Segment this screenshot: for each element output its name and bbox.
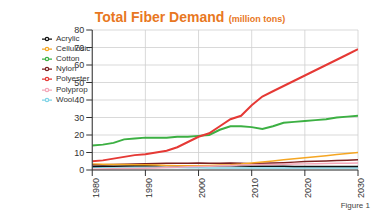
svg-text:20: 20 [74,130,84,140]
svg-text:50: 50 [74,78,84,88]
svg-text:2030: 2030 [356,178,366,198]
svg-text:1980: 1980 [91,178,101,198]
svg-text:40: 40 [74,95,84,105]
svg-text:2020: 2020 [303,178,313,198]
svg-text:1990: 1990 [144,178,154,198]
svg-text:30: 30 [74,113,84,123]
svg-text:2000: 2000 [197,178,207,198]
svg-text:10: 10 [74,148,84,158]
svg-text:2010: 2010 [250,178,260,198]
svg-text:80: 80 [74,26,84,35]
svg-text:60: 60 [74,60,84,70]
svg-text:0: 0 [79,165,84,175]
svg-text:70: 70 [74,43,84,53]
